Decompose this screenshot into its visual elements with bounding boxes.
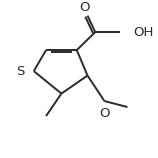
Text: S: S	[16, 65, 24, 78]
Text: O: O	[99, 106, 110, 120]
Text: O: O	[79, 1, 90, 14]
Text: OH: OH	[134, 26, 154, 39]
